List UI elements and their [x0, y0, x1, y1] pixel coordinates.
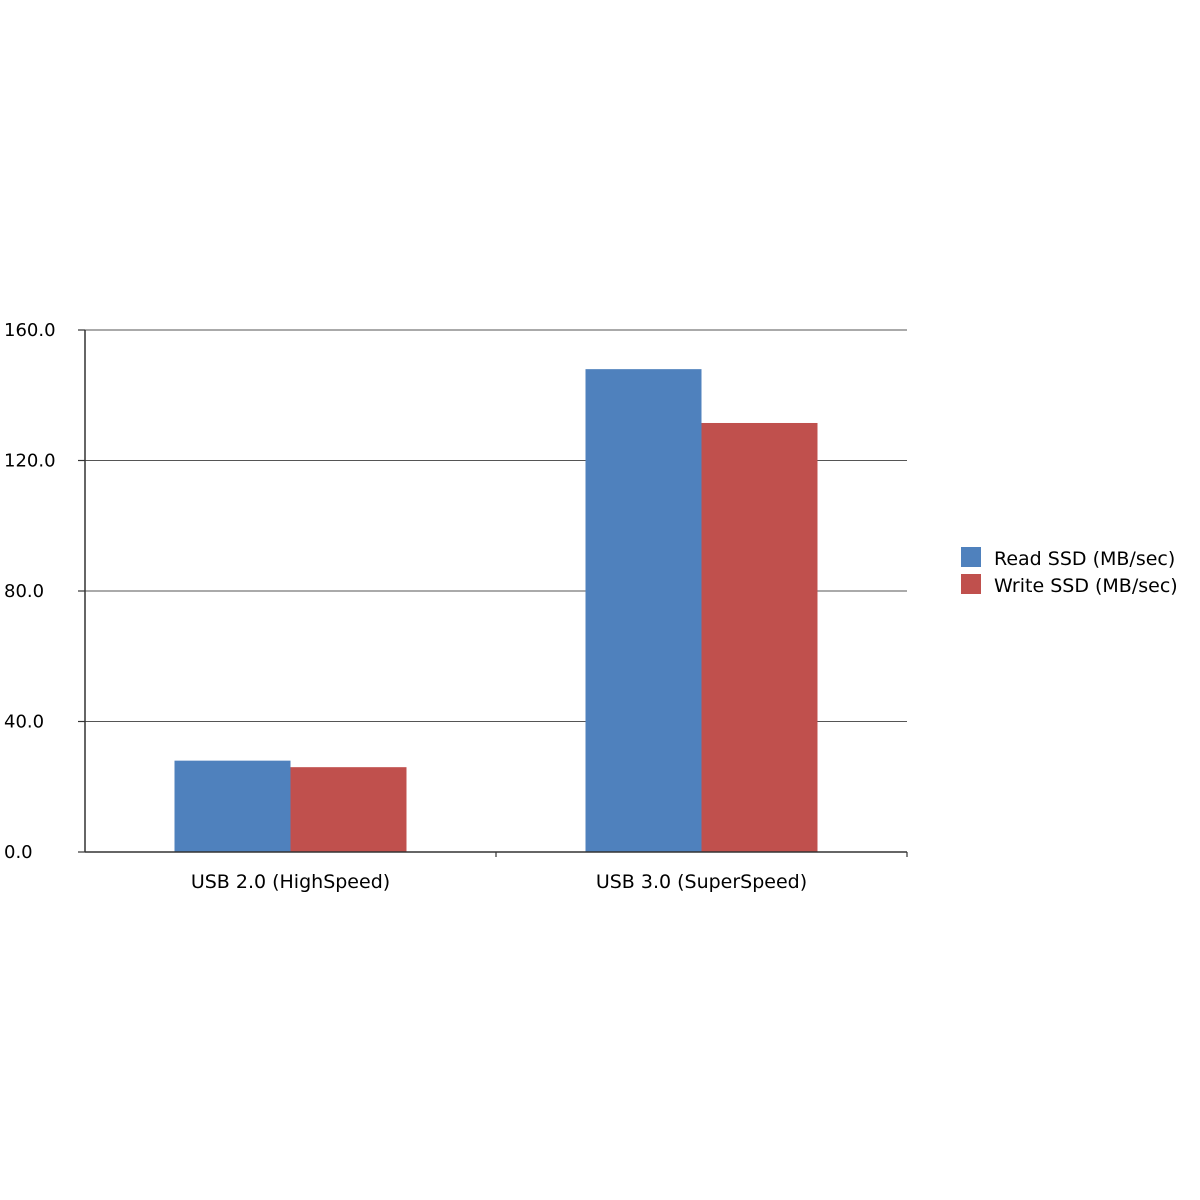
axis-labels: 0.0 40.0 80.0 120.0 160.0 USB 2.0 (HighSpeed)…	[4, 320, 807, 893]
y-tick-label: 160.0	[4, 320, 56, 341]
y-tick-label: 80.0	[4, 581, 44, 602]
y-tick-label: 40.0	[4, 712, 44, 733]
bar	[585, 369, 702, 852]
legend-swatch	[961, 574, 981, 594]
bar	[174, 760, 291, 852]
legend-swatch	[961, 547, 981, 567]
legend-label: Read SSD (MB/sec)	[994, 548, 1175, 570]
legend-label: Write SSD (MB/sec)	[994, 575, 1178, 597]
x-category-label: USB 2.0 (HighSpeed)	[191, 871, 390, 893]
bar	[290, 767, 407, 852]
x-category-label: USB 3.0 (SuperSpeed)	[596, 871, 807, 893]
legend: Read SSD (MB/sec) Write SSD (MB/sec)	[961, 547, 1178, 597]
y-tick-label: 120.0	[4, 451, 56, 472]
axes	[78, 329, 908, 857]
bar	[701, 422, 818, 852]
bars	[174, 369, 818, 852]
y-tick-label: 0.0	[4, 842, 33, 863]
